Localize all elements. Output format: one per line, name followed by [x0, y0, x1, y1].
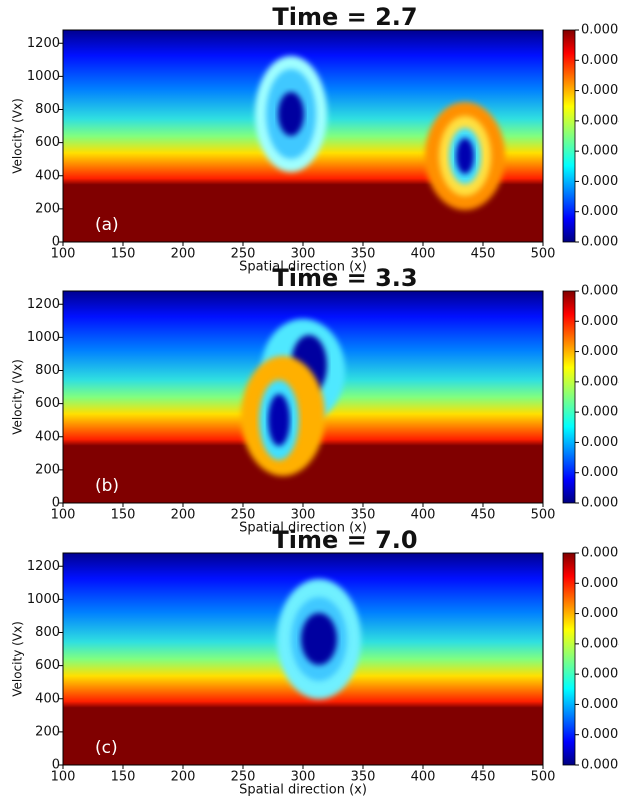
y-tick-label: 1000 — [27, 69, 60, 84]
x-tick-label: 450 — [471, 770, 496, 785]
y-tick-label: 1200 — [27, 559, 60, 574]
y-tick-label: 0 — [52, 758, 60, 773]
colorbar-tick-label: 0.0004 — [581, 374, 619, 389]
heatmap-panel — [63, 291, 543, 503]
x-tick-label: 150 — [111, 508, 136, 523]
x-tick-label: 350 — [351, 247, 376, 262]
y-tick-label: 600 — [35, 396, 60, 411]
y-tick-label: 1200 — [27, 36, 60, 51]
colorbar-tick-label: 0.0006 — [581, 576, 619, 591]
colorbar-tick-label: 0.0004 — [581, 636, 619, 651]
colorbar — [562, 29, 576, 243]
heatmap-panel — [63, 30, 543, 242]
x-tick-label: 400 — [411, 508, 436, 523]
colorbar-tick-label: 0.0005 — [581, 606, 619, 621]
colorbar-tick-label: 0.0005 — [581, 83, 619, 98]
x-tick-label: 350 — [351, 508, 376, 523]
vortex — [456, 138, 474, 174]
x-tick-label: 200 — [171, 508, 196, 523]
y-axis-label: Velocity (Vx) — [11, 621, 25, 697]
x-tick-label: 150 — [111, 247, 136, 262]
x-tick-label: 500 — [531, 508, 556, 523]
heatmap-panel — [63, 553, 543, 765]
x-tick-label: 400 — [411, 770, 436, 785]
y-axis-label: Velocity (Vx) — [11, 98, 25, 174]
colorbar — [562, 552, 576, 766]
x-tick-label: 300 — [291, 770, 316, 785]
y-tick-label: 1200 — [27, 297, 60, 312]
y-tick-label: 200 — [35, 462, 60, 477]
colorbar-tick-label: 0.0003 — [581, 405, 619, 420]
vortex — [268, 394, 290, 446]
x-tick-label: 100 — [51, 247, 76, 262]
x-tick-label: 200 — [171, 247, 196, 262]
y-tick-label: 600 — [35, 658, 60, 673]
x-tick-label: 100 — [51, 770, 76, 785]
colorbar-tick-label: 0.0007 — [581, 284, 619, 299]
colorbar — [562, 290, 576, 504]
x-tick-label: 500 — [531, 247, 556, 262]
y-axis-label: Velocity (Vx) — [11, 359, 25, 435]
panel-title: Time = 2.7 — [272, 3, 417, 31]
x-tick-label: 450 — [471, 508, 496, 523]
vortex — [301, 613, 337, 665]
x-tick-label: 200 — [171, 770, 196, 785]
colorbar-tick-label: 0.0005 — [581, 344, 619, 359]
vortex — [278, 92, 304, 136]
y-tick-label: 400 — [35, 691, 60, 706]
x-tick-label: 500 — [531, 770, 556, 785]
y-tick-label: 800 — [35, 102, 60, 117]
panel-title: Time = 7.0 — [272, 526, 417, 554]
x-tick-label: 300 — [291, 508, 316, 523]
y-tick-label: 800 — [35, 625, 60, 640]
x-tick-label: 100 — [51, 508, 76, 523]
panel-annotation: (a) — [95, 215, 119, 235]
x-tick-label: 350 — [351, 770, 376, 785]
x-tick-label: 250 — [231, 247, 256, 262]
x-tick-label: 450 — [471, 247, 496, 262]
colorbar-tick-label: 0.0007 — [581, 23, 619, 38]
y-tick-label: 1000 — [27, 330, 60, 345]
x-tick-label: 250 — [231, 770, 256, 785]
y-tick-label: 200 — [35, 201, 60, 216]
x-axis-label: Spatial direction (x) — [239, 783, 367, 796]
panel-annotation: (b) — [95, 476, 119, 496]
y-tick-label: 400 — [35, 168, 60, 183]
colorbar-tick-label: 0.0003 — [581, 144, 619, 159]
panel-annotation: (c) — [95, 738, 118, 758]
y-tick-label: 800 — [35, 363, 60, 378]
x-tick-label: 250 — [231, 508, 256, 523]
y-tick-label: 600 — [35, 135, 60, 150]
panel-title: Time = 3.3 — [272, 264, 417, 292]
colorbar-tick-label: 0.0003 — [581, 667, 619, 682]
colorbar-tick-label: 0.0004 — [581, 113, 619, 128]
x-tick-label: 150 — [111, 770, 136, 785]
colorbar-tick-label: 0.0007 — [581, 546, 619, 561]
colorbar-tick-label: 0.0006 — [581, 53, 619, 68]
y-tick-label: 0 — [52, 235, 60, 250]
y-tick-label: 200 — [35, 724, 60, 739]
x-tick-label: 400 — [411, 247, 436, 262]
y-tick-label: 1000 — [27, 592, 60, 607]
y-tick-label: 0 — [52, 496, 60, 511]
y-tick-label: 400 — [35, 429, 60, 444]
x-axis-label: Spatial direction (x) — [239, 260, 367, 275]
x-tick-label: 300 — [291, 247, 316, 262]
colorbar-tick-label: 0.0006 — [581, 314, 619, 329]
x-axis-label: Spatial direction (x) — [239, 521, 367, 536]
